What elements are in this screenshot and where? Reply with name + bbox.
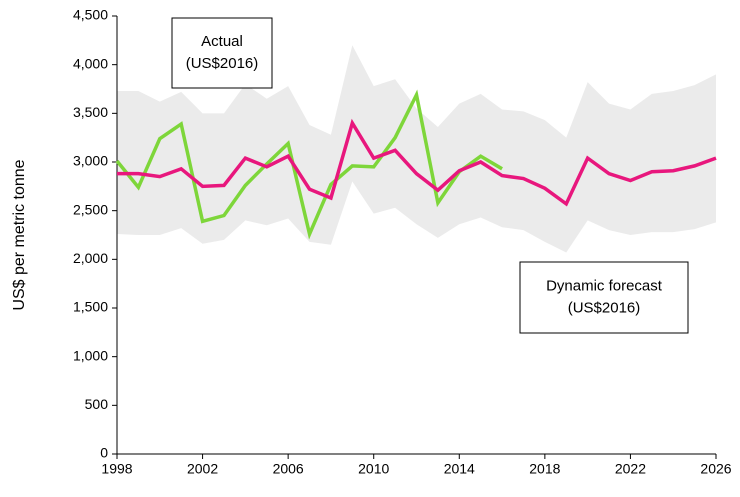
x-tick-label: 2010 <box>358 461 389 477</box>
x-tick-label: 2006 <box>273 461 304 477</box>
annotation-text: Dynamic forecast <box>546 277 663 294</box>
annotation-text: (US$2016) <box>568 299 641 316</box>
x-tick-label: 2022 <box>615 461 646 477</box>
series-line <box>115 89 503 240</box>
x-tick-label: 2018 <box>529 461 560 477</box>
y-tick-label: 2,500 <box>73 201 108 217</box>
annotation-text: (US$2016) <box>186 55 259 72</box>
y-tick-label: 3,000 <box>73 153 108 169</box>
x-tick-label: 2026 <box>700 461 731 477</box>
y-tick-label: 3,500 <box>73 104 108 120</box>
annotation-box <box>519 261 689 334</box>
y-tick-label: 500 <box>85 396 109 412</box>
series-line <box>117 118 717 207</box>
y-tick-label: 4,000 <box>73 55 108 71</box>
y-tick-label: 2,000 <box>73 250 108 266</box>
x-tick-label: 2002 <box>187 461 218 477</box>
annotation-box <box>171 17 273 89</box>
y-tick-label: 4,500 <box>73 7 108 23</box>
annotation-text: Actual <box>201 33 243 50</box>
y-tick-label: 0 <box>100 445 108 461</box>
x-tick-label: 2014 <box>444 461 475 477</box>
x-tick-label: 1998 <box>101 461 132 477</box>
y-axis-label: US$ per metric tonne <box>11 159 28 310</box>
y-tick-label: 1,000 <box>73 347 108 363</box>
y-tick-label: 1,500 <box>73 299 108 315</box>
